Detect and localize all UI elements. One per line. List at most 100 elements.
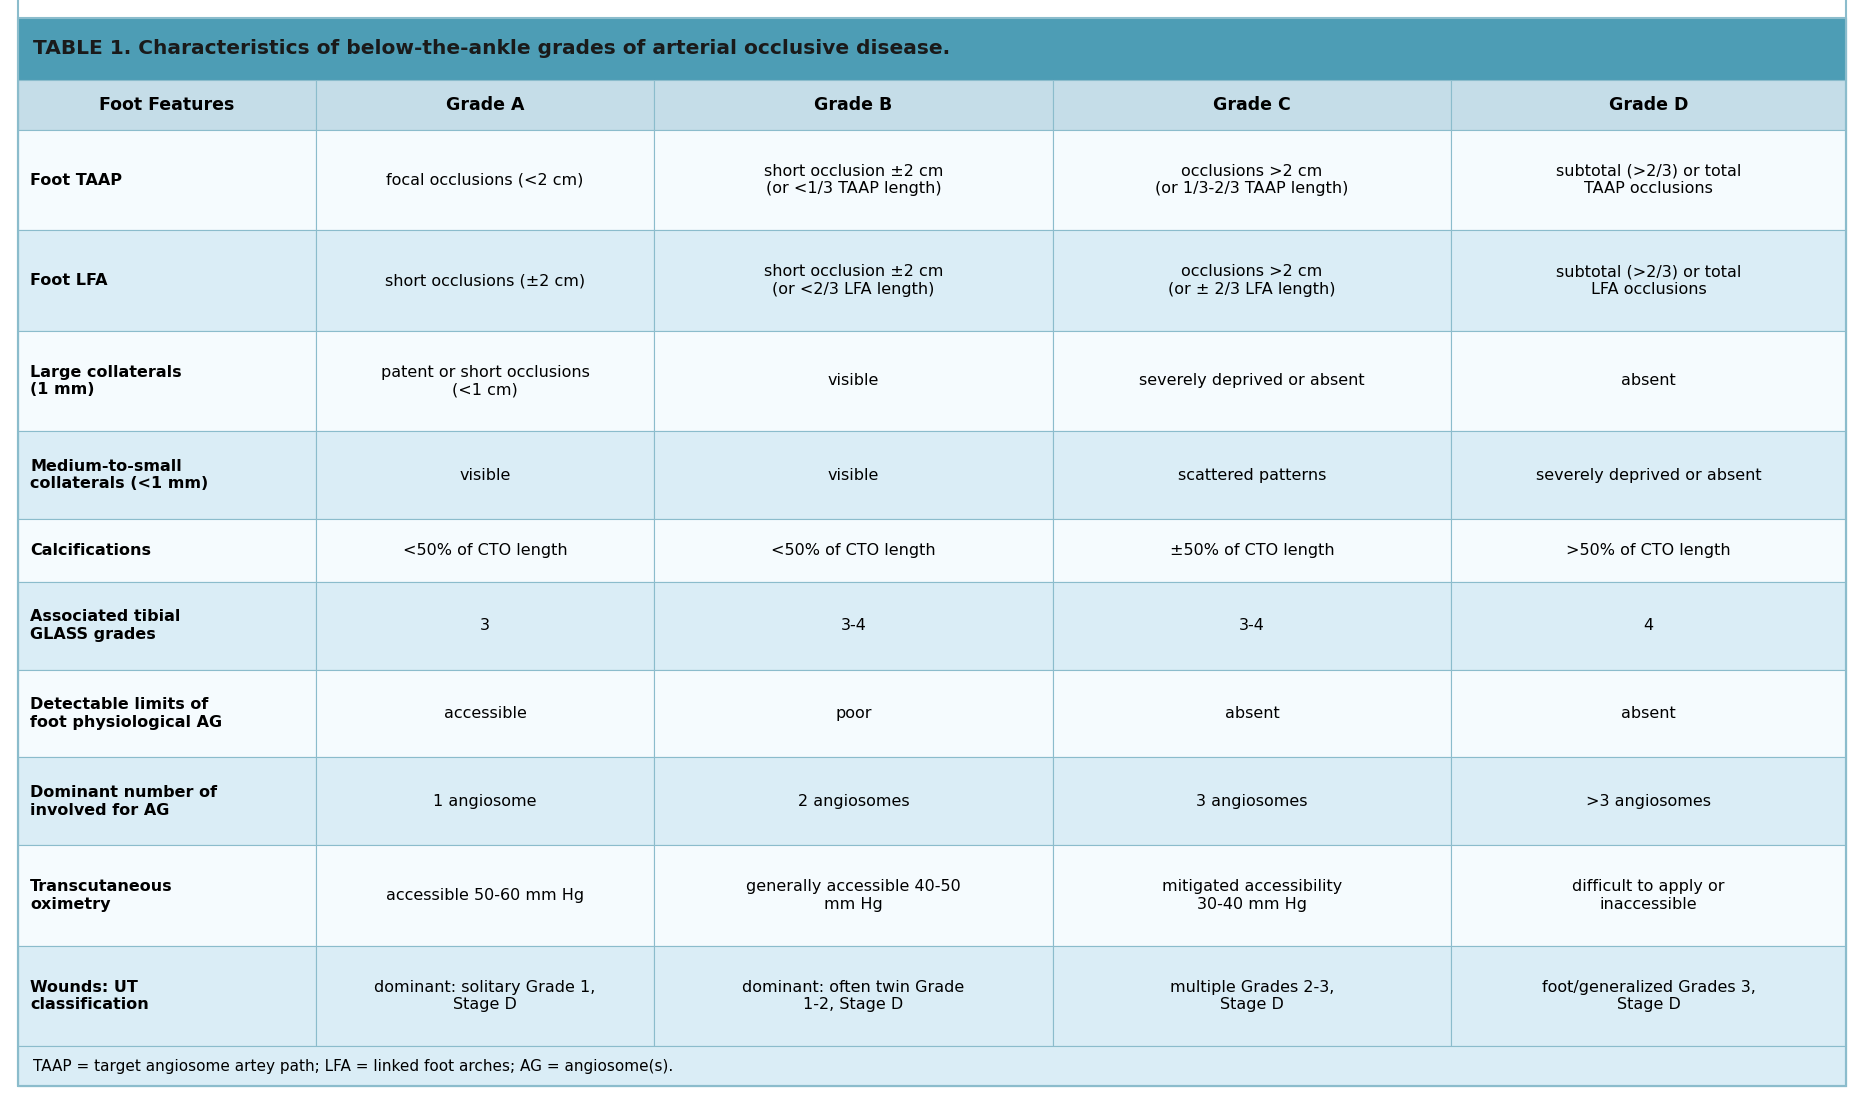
- Text: Medium-to-small
collaterals (<1 mm): Medium-to-small collaterals (<1 mm): [30, 459, 209, 491]
- Bar: [317, 846, 654, 946]
- Text: absent: absent: [1622, 705, 1676, 721]
- Bar: [1452, 582, 1845, 669]
- Text: multiple Grades 2-3,
Stage D: multiple Grades 2-3, Stage D: [1171, 979, 1335, 1012]
- Bar: [1452, 79, 1845, 130]
- Text: TAAP = target angiosome artey path; LFA = linked foot arches; AG = angiosome(s).: TAAP = target angiosome artey path; LFA …: [34, 1059, 673, 1073]
- Bar: [317, 582, 654, 669]
- Text: occlusions >2 cm
(or ± 2/3 LFA length): occlusions >2 cm (or ± 2/3 LFA length): [1169, 264, 1336, 297]
- Bar: [1053, 846, 1452, 946]
- Text: TABLE 1. Characteristics of below-the-ankle grades of arterial occlusive disease: TABLE 1. Characteristics of below-the-an…: [34, 40, 951, 59]
- Bar: [19, 846, 317, 946]
- Text: severely deprived or absent: severely deprived or absent: [1139, 373, 1364, 389]
- Text: occlusions >2 cm
(or 1/3-2/3 TAAP length): occlusions >2 cm (or 1/3-2/3 TAAP length…: [1156, 164, 1348, 197]
- Bar: [19, 946, 317, 1045]
- Bar: [19, 432, 317, 519]
- Text: generally accessible 40-50
mm Hg: generally accessible 40-50 mm Hg: [746, 879, 960, 912]
- Text: subtotal (>2/3) or total
TAAP occlusions: subtotal (>2/3) or total TAAP occlusions: [1556, 164, 1741, 197]
- Text: foot/generalized Grades 3,
Stage D: foot/generalized Grades 3, Stage D: [1542, 979, 1756, 1012]
- Text: Grade C: Grade C: [1213, 96, 1290, 114]
- Text: 3: 3: [481, 618, 490, 633]
- Bar: [1452, 331, 1845, 432]
- Bar: [654, 757, 1053, 846]
- Bar: [654, 231, 1053, 331]
- Text: Associated tibial
GLASS grades: Associated tibial GLASS grades: [30, 609, 181, 641]
- Bar: [19, 231, 317, 331]
- Bar: [1053, 946, 1452, 1045]
- Bar: [1053, 582, 1452, 669]
- Text: 2 angiosomes: 2 angiosomes: [798, 794, 910, 809]
- Text: Calcifications: Calcifications: [30, 543, 151, 558]
- Bar: [1053, 231, 1452, 331]
- Bar: [1053, 79, 1452, 130]
- Bar: [317, 519, 654, 582]
- Text: 1 angiosome: 1 angiosome: [432, 794, 537, 809]
- Text: Dominant number of
involved for AG: Dominant number of involved for AG: [30, 785, 216, 818]
- Text: visible: visible: [828, 468, 880, 482]
- Bar: [317, 757, 654, 846]
- Text: absent: absent: [1225, 705, 1279, 721]
- Bar: [654, 669, 1053, 757]
- Bar: [654, 946, 1053, 1045]
- Bar: [654, 582, 1053, 669]
- Text: short occlusions (±2 cm): short occlusions (±2 cm): [386, 273, 585, 288]
- Text: difficult to apply or
inaccessible: difficult to apply or inaccessible: [1573, 879, 1724, 912]
- Text: <50% of CTO length: <50% of CTO length: [403, 543, 567, 558]
- Bar: [654, 79, 1053, 130]
- Bar: [19, 331, 317, 432]
- Bar: [1452, 130, 1845, 231]
- Bar: [19, 130, 317, 231]
- Bar: [654, 846, 1053, 946]
- Text: severely deprived or absent: severely deprived or absent: [1536, 468, 1761, 482]
- Text: poor: poor: [835, 705, 872, 721]
- Text: focal occlusions (<2 cm): focal occlusions (<2 cm): [386, 172, 583, 188]
- Bar: [1452, 846, 1845, 946]
- Text: scattered patterns: scattered patterns: [1178, 468, 1325, 482]
- Bar: [19, 1045, 1845, 1086]
- Text: subtotal (>2/3) or total
LFA occlusions: subtotal (>2/3) or total LFA occlusions: [1556, 264, 1741, 297]
- Text: Foot TAAP: Foot TAAP: [30, 172, 121, 188]
- Bar: [19, 79, 317, 130]
- Bar: [317, 130, 654, 231]
- Text: Foot Features: Foot Features: [99, 96, 235, 114]
- Text: short occlusion ±2 cm
(or <2/3 LFA length): short occlusion ±2 cm (or <2/3 LFA lengt…: [764, 264, 943, 297]
- Bar: [1053, 432, 1452, 519]
- Bar: [1053, 757, 1452, 846]
- Text: mitigated accessibility
30-40 mm Hg: mitigated accessibility 30-40 mm Hg: [1161, 879, 1342, 912]
- Text: absent: absent: [1622, 373, 1676, 389]
- Bar: [1452, 432, 1845, 519]
- Text: >3 angiosomes: >3 angiosomes: [1586, 794, 1711, 809]
- Bar: [317, 946, 654, 1045]
- Bar: [1452, 231, 1845, 331]
- Bar: [654, 331, 1053, 432]
- Text: Transcutaneous
oximetry: Transcutaneous oximetry: [30, 879, 173, 912]
- Text: short occlusion ±2 cm
(or <1/3 TAAP length): short occlusion ±2 cm (or <1/3 TAAP leng…: [764, 164, 943, 197]
- Bar: [317, 231, 654, 331]
- Bar: [1452, 669, 1845, 757]
- Text: accessible: accessible: [444, 705, 526, 721]
- Text: ±50% of CTO length: ±50% of CTO length: [1169, 543, 1335, 558]
- Bar: [19, 519, 317, 582]
- Text: accessible 50-60 mm Hg: accessible 50-60 mm Hg: [386, 888, 583, 903]
- Bar: [317, 79, 654, 130]
- Bar: [1053, 130, 1452, 231]
- Text: <50% of CTO length: <50% of CTO length: [772, 543, 936, 558]
- Bar: [317, 432, 654, 519]
- Text: 3-4: 3-4: [841, 618, 867, 633]
- Bar: [1452, 946, 1845, 1045]
- Bar: [1053, 331, 1452, 432]
- Bar: [1053, 519, 1452, 582]
- Bar: [1452, 757, 1845, 846]
- Text: visible: visible: [828, 373, 880, 389]
- Bar: [19, 757, 317, 846]
- Text: 3 angiosomes: 3 angiosomes: [1197, 794, 1309, 809]
- Bar: [19, 18, 1845, 79]
- Text: >50% of CTO length: >50% of CTO length: [1566, 543, 1732, 558]
- Text: dominant: solitary Grade 1,
Stage D: dominant: solitary Grade 1, Stage D: [375, 979, 596, 1012]
- Text: Grade B: Grade B: [815, 96, 893, 114]
- Text: Wounds: UT
classification: Wounds: UT classification: [30, 979, 149, 1012]
- Bar: [654, 519, 1053, 582]
- Text: Foot LFA: Foot LFA: [30, 273, 108, 288]
- Bar: [19, 582, 317, 669]
- Bar: [19, 669, 317, 757]
- Text: dominant: often twin Grade
1-2, Stage D: dominant: often twin Grade 1-2, Stage D: [742, 979, 964, 1012]
